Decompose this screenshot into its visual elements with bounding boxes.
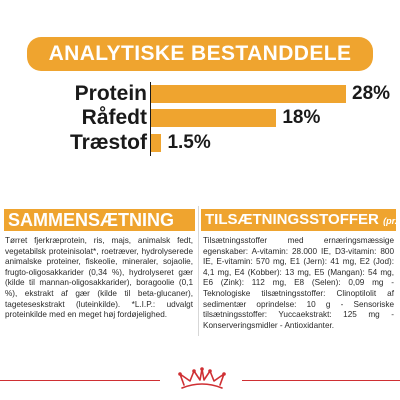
bar-value-2: 1.5% bbox=[167, 132, 211, 153]
composition-text: Tørret fjerkræprotein, ris, majs, animal… bbox=[5, 236, 193, 320]
composition-heading: SAMMENSÆTNING bbox=[4, 209, 195, 231]
bar-value-1: 18% bbox=[282, 107, 321, 128]
additives-heading-unit: (pr. kg) bbox=[383, 216, 396, 226]
additives-text: Tilsætningsstoffer med ernæringsmæssige … bbox=[203, 236, 394, 330]
nutrient-bar-chart: Protein 28% Råfedt 18% Træstof 1.5% bbox=[0, 0, 400, 170]
footer-line-right bbox=[242, 380, 400, 381]
footer-line-left bbox=[0, 380, 160, 381]
composition-heading-text: SAMMENSÆTNING bbox=[8, 210, 174, 230]
additives-heading: TILSÆTNINGSSTOFFER (pr. kg) bbox=[201, 209, 396, 231]
bar-label-0: Protein bbox=[74, 82, 147, 105]
chart-axis-line bbox=[150, 82, 151, 156]
bar-1 bbox=[151, 109, 277, 127]
bar-label-1: Råfedt bbox=[81, 106, 147, 129]
bar-label-2: Træstof bbox=[69, 131, 147, 154]
additives-heading-text: TILSÆTNINGSSTOFFER bbox=[205, 211, 379, 228]
bar-value-0: 28% bbox=[352, 83, 391, 104]
column-divider bbox=[198, 206, 199, 336]
bar-0 bbox=[151, 85, 346, 103]
bar-2 bbox=[151, 134, 162, 152]
title-banner: ANALYTISKE BESTANDDELE bbox=[27, 37, 373, 71]
page-title: ANALYTISKE BESTANDDELE bbox=[48, 42, 352, 65]
royal-canin-crown-icon bbox=[178, 367, 226, 389]
